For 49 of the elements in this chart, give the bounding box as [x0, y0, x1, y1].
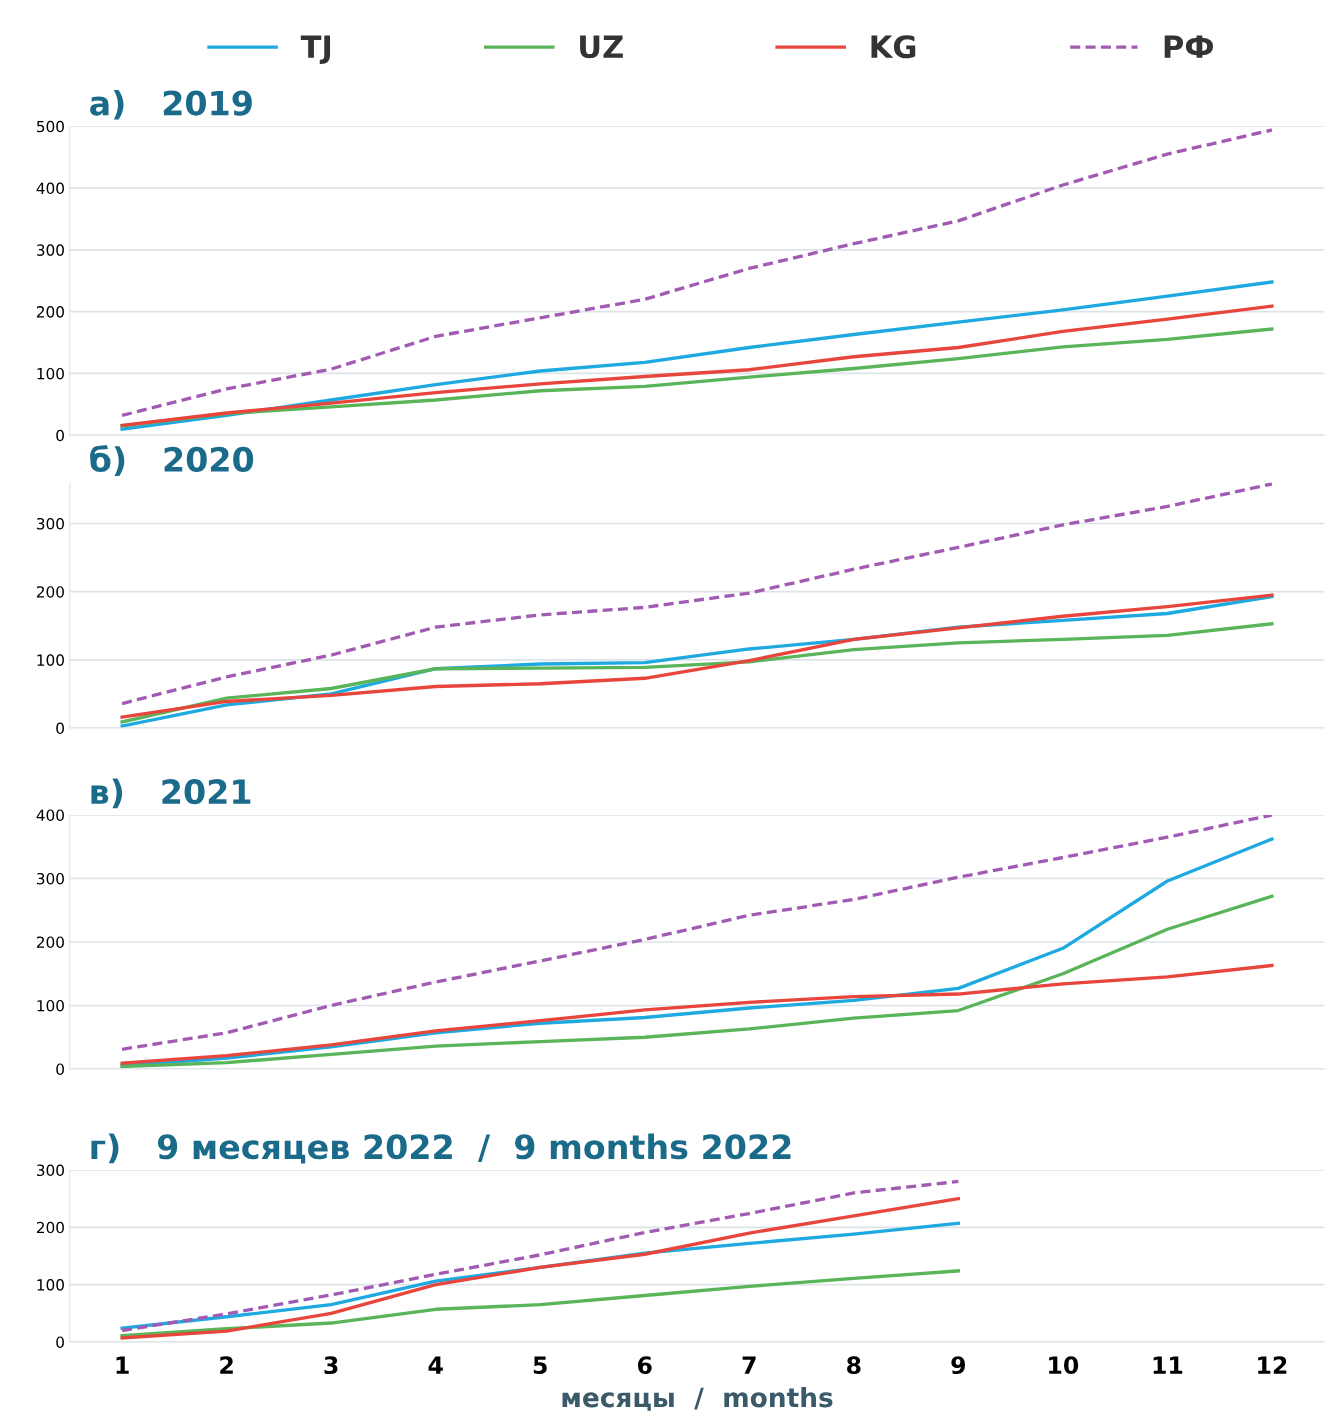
chart-title: в) 2021 — [91, 778, 251, 809]
y-tick-label: 100 — [37, 999, 64, 1012]
x-tick-label: 4 — [428, 1356, 443, 1374]
line-series — [120, 280, 1274, 431]
y-tick-label: 400 — [36, 182, 64, 195]
x-tick-label: 2 — [220, 1356, 233, 1374]
y-tick-label: 500 — [36, 120, 64, 133]
y-tick-label: 200 — [36, 306, 64, 318]
y-tick-label: 200 — [36, 1221, 64, 1234]
x-tick-label: 1 — [116, 1356, 129, 1374]
y-tick-label: 100 — [37, 654, 64, 666]
y-tick-label: 400 — [36, 809, 64, 821]
y-tick-label: 0 — [56, 1063, 64, 1075]
legend-label: KG — [871, 35, 916, 59]
y-tick-label: 0 — [56, 429, 64, 442]
y-tick-label: 0 — [56, 1336, 64, 1348]
y-tick-label: 100 — [37, 367, 64, 380]
line-series — [120, 482, 1274, 706]
y-tick-label: 300 — [36, 244, 64, 256]
y-tick-label: 200 — [36, 936, 64, 948]
y-tick-label: 0 — [56, 722, 64, 735]
line-series — [120, 963, 1274, 1065]
line-series — [120, 1269, 961, 1338]
line-series — [120, 304, 1274, 428]
x-tick-label: 3 — [324, 1356, 338, 1375]
x-tick-label: 12 — [1258, 1356, 1287, 1374]
legend-label: UZ — [580, 35, 623, 59]
chart-title: а) 2019 — [90, 89, 252, 120]
chart-title: г) 9 месяцев 2022 / 9 months 2022 — [91, 1133, 791, 1164]
chart-title: б) 2020 — [90, 445, 254, 476]
y-tick-label: 300 — [36, 1164, 64, 1177]
legend-label: РФ — [1164, 35, 1214, 58]
x-tick-label: 5 — [533, 1356, 547, 1375]
y-tick-label: 200 — [36, 586, 64, 598]
line-series — [120, 622, 1274, 724]
x-tick-label: 10 — [1049, 1356, 1079, 1375]
line-series — [120, 814, 1274, 1051]
line-series — [120, 128, 1274, 418]
y-tick-label: 300 — [36, 872, 64, 885]
x-tick-label: 7 — [742, 1356, 756, 1374]
legend-label: TJ — [300, 35, 331, 64]
line-series — [120, 894, 1274, 1069]
x-tick-label: 6 — [638, 1356, 652, 1375]
x-axis-title: месяцы / months — [562, 1387, 833, 1411]
y-tick-label: 300 — [36, 517, 64, 530]
x-tick-label: 8 — [847, 1356, 861, 1375]
x-tick-label: 11 — [1153, 1356, 1183, 1374]
y-tick-label: 100 — [37, 1279, 64, 1291]
x-tick-label: 9 — [951, 1356, 966, 1375]
